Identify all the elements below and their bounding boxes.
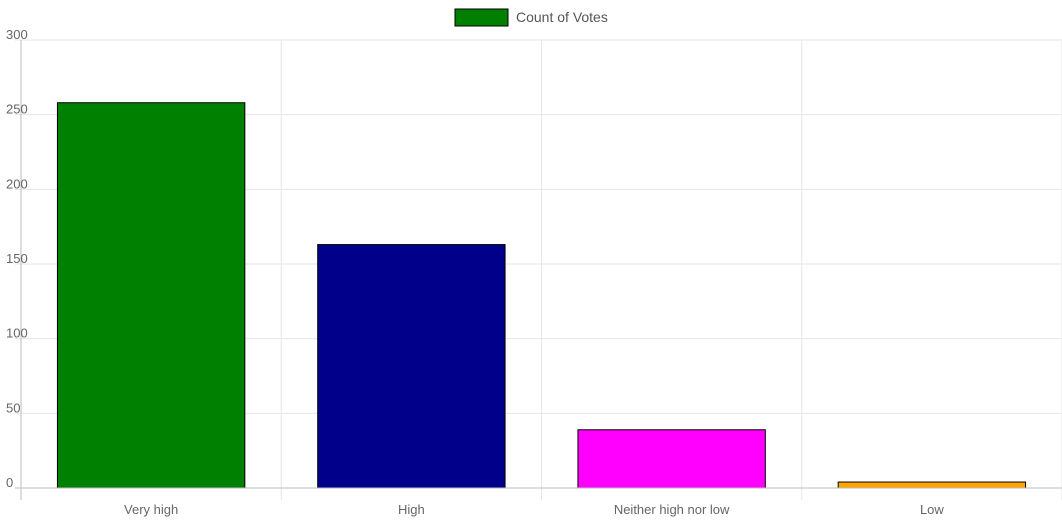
y-tick-label: 100 xyxy=(6,326,28,341)
legend[interactable]: Count of Votes xyxy=(454,8,608,27)
y-tick-label: 300 xyxy=(6,27,28,42)
bars xyxy=(56,102,1027,489)
bar[interactable] xyxy=(577,429,766,489)
y-tick-label: 50 xyxy=(6,400,20,415)
legend-label[interactable]: Count of Votes xyxy=(516,9,608,25)
bar[interactable] xyxy=(837,481,1027,489)
x-tick-label: Low xyxy=(920,502,944,517)
legend-swatch[interactable] xyxy=(454,8,509,27)
y-tick-label: 200 xyxy=(6,176,28,191)
x-tick-label: Neither high nor low xyxy=(614,502,730,517)
y-tick-label: 0 xyxy=(6,475,13,490)
bar[interactable] xyxy=(56,102,246,489)
x-tick-labels: Very high High Neither high nor low Low xyxy=(124,502,944,517)
x-tick-label: Very high xyxy=(124,502,178,517)
y-tick-label: 150 xyxy=(6,251,28,266)
x-tick-label: High xyxy=(398,502,425,517)
bar[interactable] xyxy=(317,244,506,489)
y-tick-label: 250 xyxy=(6,102,28,117)
y-tick-labels: 0 50 100 150 200 250 300 xyxy=(6,27,28,490)
